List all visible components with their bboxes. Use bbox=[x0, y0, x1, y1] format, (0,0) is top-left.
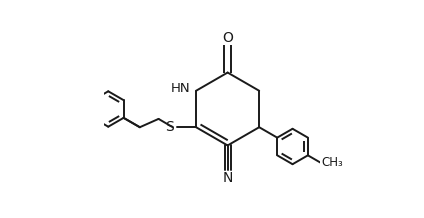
Text: CH₃: CH₃ bbox=[321, 156, 343, 169]
Text: HN: HN bbox=[170, 82, 190, 95]
Text: N: N bbox=[223, 171, 233, 185]
Text: S: S bbox=[165, 120, 173, 134]
Text: O: O bbox=[222, 31, 233, 44]
